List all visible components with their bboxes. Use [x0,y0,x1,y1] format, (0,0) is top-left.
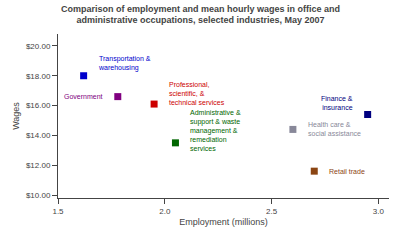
svg-text:Retail trade: Retail trade [329,168,365,175]
svg-text:$20.00: $20.00 [26,42,51,51]
svg-text:$18.00: $18.00 [26,72,51,81]
svg-text:3.0: 3.0 [373,207,385,216]
svg-text:$14.00: $14.00 [26,131,51,140]
svg-text:Professional,scientific, &tech: Professional,scientific, &technical serv… [169,81,225,106]
svg-text:Wages: Wages [11,102,21,130]
svg-text:$10.00: $10.00 [26,191,51,200]
svg-text:Comparison of employment and m: Comparison of employment and mean hourly… [61,4,340,26]
svg-text:2.5: 2.5 [266,207,278,216]
svg-text:Administrative &support & wast: Administrative &support & wastemanagemen… [190,109,241,152]
svg-text:Health care &social assistance: Health care &social assistance [308,121,361,137]
svg-text:Government: Government [64,93,103,100]
svg-text:$12.00: $12.00 [26,161,51,170]
svg-text:2.0: 2.0 [159,207,171,216]
svg-text:1.5: 1.5 [52,207,64,216]
svg-text:Employment (millions): Employment (millions) [179,217,268,227]
svg-text:Finance &insurance: Finance &insurance [321,95,353,111]
svg-text:$16.00: $16.00 [26,101,51,110]
svg-text:Transportation &warehousing: Transportation &warehousing [98,55,151,72]
